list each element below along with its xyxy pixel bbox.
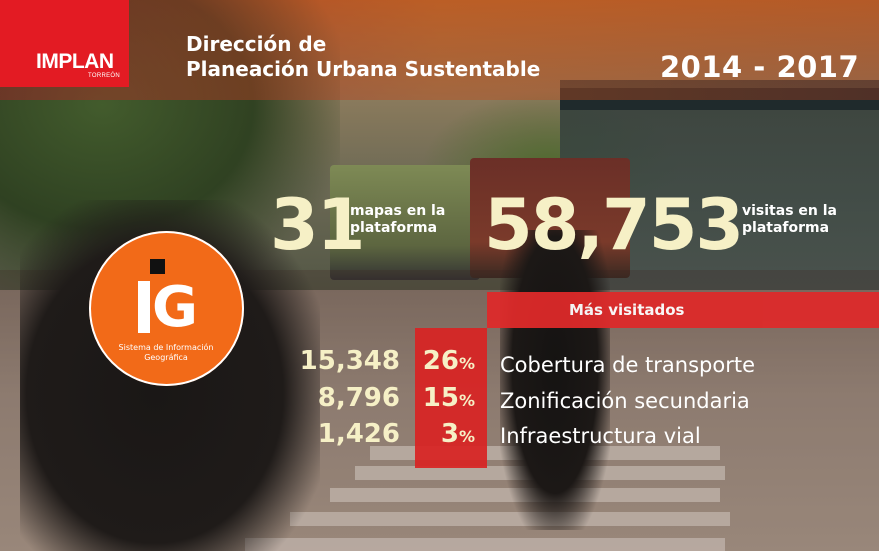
visits-label-line-2: plataforma xyxy=(742,220,830,236)
sig-caption-line-1: Sistema de Información xyxy=(118,343,214,352)
pedestrian-center xyxy=(500,230,610,530)
row-percent-value: 15 xyxy=(422,383,459,413)
row-percent: 15% xyxy=(415,383,475,416)
page-title: Dirección de Planeación Urbana Sustentab… xyxy=(186,32,540,82)
row-percent-value: 3 xyxy=(440,419,459,449)
bus-green xyxy=(330,165,480,280)
maps-count: 31 xyxy=(270,184,365,266)
visits-label-line-1: visitas en la xyxy=(742,203,837,219)
maps-label-line-1: mapas en la xyxy=(350,203,446,219)
year-range: 2014 - 2017 xyxy=(660,50,860,84)
percent-symbol: % xyxy=(458,354,475,373)
row-name: Infraestructura vial xyxy=(500,424,701,448)
logo-text: IMPLAN xyxy=(36,50,114,73)
sig-logo-circle xyxy=(89,231,244,386)
row-count: 1,426 xyxy=(317,419,400,449)
most-visited-title: Más visitados xyxy=(569,301,685,319)
row-count: 8,796 xyxy=(317,383,400,413)
sig-caption: Sistema de Información Geográfica xyxy=(110,343,222,363)
percent-symbol: % xyxy=(458,427,475,446)
row-percent: 3% xyxy=(415,419,475,452)
sig-caption-line-2: Geográfica xyxy=(144,353,188,362)
percent-column-background xyxy=(415,328,487,468)
header-tint xyxy=(0,0,879,100)
row-name: Zonificación secundaria xyxy=(500,389,750,413)
row-percent: 26% xyxy=(415,346,475,379)
sig-logo-g-icon: G xyxy=(152,275,198,340)
visits-count: 58,753 xyxy=(484,184,744,266)
maps-label-line-2: plataforma xyxy=(350,220,438,236)
row-name: Cobertura de transporte xyxy=(500,353,755,377)
most-visited-header: Más visitados xyxy=(487,292,879,328)
implan-logo: IMPLAN TORREÓN xyxy=(0,0,129,87)
visits-label: visitas en la plataforma xyxy=(742,203,837,237)
sig-logo-i-bar xyxy=(138,281,150,333)
sig-logo-square-icon xyxy=(150,259,165,274)
title-line-2: Planeación Urbana Sustentable xyxy=(186,57,541,81)
logo-subtext: TORREÓN xyxy=(88,73,120,79)
row-percent-value: 26 xyxy=(422,346,459,376)
title-line-1: Dirección de xyxy=(186,32,327,56)
crosswalk-stripe xyxy=(245,538,725,551)
row-count: 15,348 xyxy=(299,346,400,376)
maps-label: mapas en la plataforma xyxy=(350,203,445,237)
percent-symbol: % xyxy=(458,391,475,410)
